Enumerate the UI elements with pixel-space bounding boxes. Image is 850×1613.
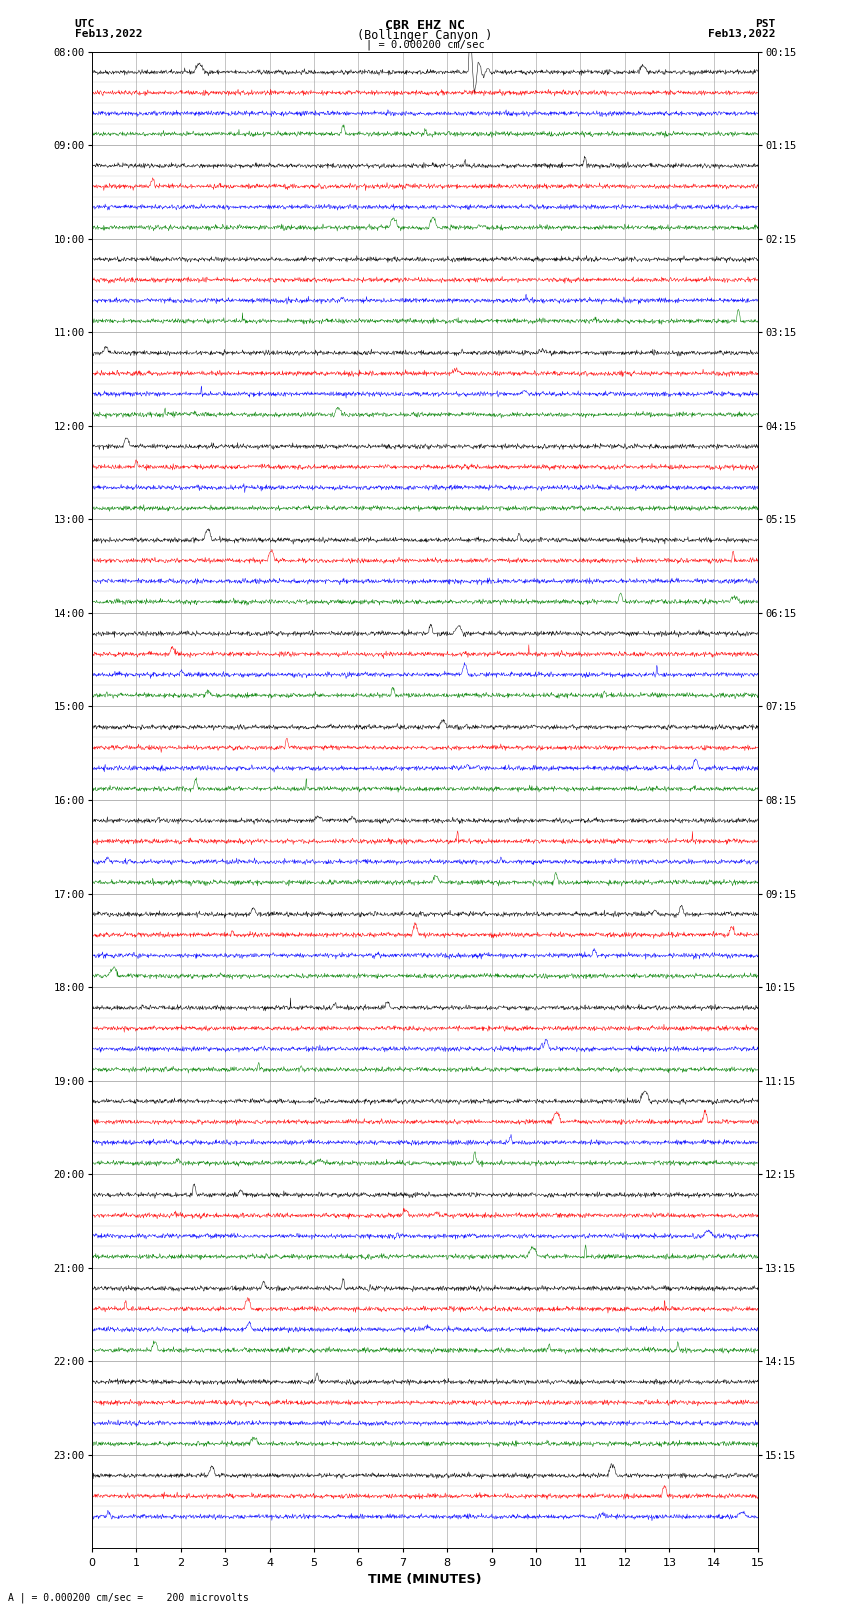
Text: | = 0.000200 cm/sec: | = 0.000200 cm/sec	[366, 39, 484, 50]
Text: A | = 0.000200 cm/sec =    200 microvolts: A | = 0.000200 cm/sec = 200 microvolts	[8, 1592, 249, 1603]
Text: Feb13,2022: Feb13,2022	[75, 29, 142, 39]
Text: PST: PST	[755, 18, 775, 29]
Text: Feb13,2022: Feb13,2022	[708, 29, 775, 39]
Text: (Bollinger Canyon ): (Bollinger Canyon )	[357, 29, 493, 42]
Text: UTC: UTC	[75, 18, 95, 29]
Text: CBR EHZ NC: CBR EHZ NC	[385, 18, 465, 32]
X-axis label: TIME (MINUTES): TIME (MINUTES)	[368, 1573, 482, 1586]
